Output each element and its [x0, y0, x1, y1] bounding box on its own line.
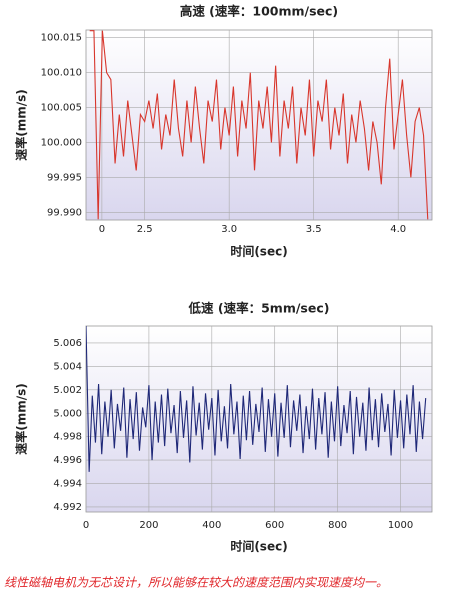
y-tick-label: 5.006 [53, 338, 82, 349]
plot-area [85, 29, 433, 221]
y-tick-label: 99.990 [47, 207, 82, 218]
chart-title: 高速 (速率：100mm/sec) [180, 4, 338, 19]
x-axis-title: 时间(sec) [230, 539, 287, 554]
y-tick-label: 4.992 [53, 502, 82, 513]
chart-title: 低速 (速率：5mm/sec) [188, 301, 330, 316]
caption: 线性磁轴电机为无芯设计，所以能够在较大的速度范围内实现速度均一。 [4, 576, 388, 590]
x-tick-label: 4.0 [390, 224, 406, 235]
y-tick-label: 5.004 [53, 361, 82, 372]
x-tick-label: 3.5 [306, 224, 322, 235]
x-tick-label: 0 [99, 224, 105, 235]
y-tick-label: 100.005 [41, 103, 82, 114]
y-tick-label: 100.010 [41, 68, 82, 79]
x-tick-label: 1000 [388, 520, 413, 531]
y-axis-title: 速率(mm/s) [14, 89, 29, 161]
y-tick-label: 4.996 [53, 455, 82, 466]
y-tick-label: 5.002 [53, 385, 82, 396]
data-line [89, 30, 429, 220]
y-axis-title: 速率(mm/s) [14, 383, 29, 455]
y-tick-label: 4.998 [53, 432, 82, 443]
x-tick-label: 600 [265, 520, 284, 531]
x-axis-title: 时间(sec) [230, 244, 287, 259]
y-tick-label: 100.000 [41, 137, 82, 148]
y-tick-label: 5.000 [53, 408, 82, 419]
y-tick-label: 4.994 [53, 479, 82, 490]
x-tick-label: 400 [202, 520, 221, 531]
x-tick-label: 3.0 [221, 224, 237, 235]
x-tick-label: 2.5 [137, 224, 153, 235]
x-tick-label: 200 [139, 520, 158, 531]
x-tick-label: 800 [328, 520, 347, 531]
y-tick-label: 99.995 [47, 172, 82, 183]
x-tick-label: 0 [83, 520, 89, 531]
data-line [86, 326, 427, 472]
y-tick-label: 100.015 [41, 33, 82, 44]
